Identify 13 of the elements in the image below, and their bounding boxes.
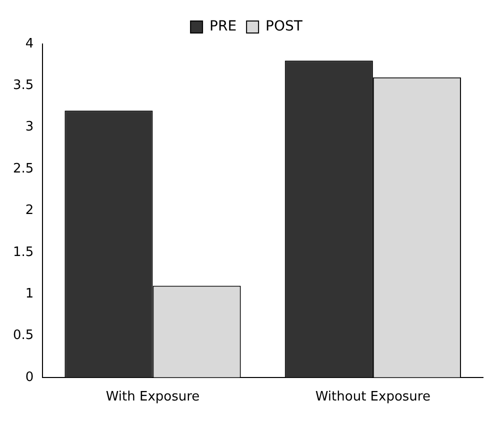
- y-tick-label: 4: [25, 36, 34, 52]
- legend-label: POST: [266, 18, 303, 35]
- x-tick-label: Without Exposure: [315, 390, 430, 405]
- legend-label: PRE: [210, 18, 237, 35]
- y-tick-label: 0: [25, 370, 34, 385]
- y-tick-label: 3.5: [12, 78, 34, 94]
- y-tick-label: 2.5: [12, 161, 34, 176]
- y-tick-label: 0.5: [12, 328, 34, 344]
- x-tick-label: With Exposure: [106, 390, 200, 405]
- y-tick-label: 2: [25, 203, 34, 218]
- y-tick-label: 1.5: [12, 244, 34, 260]
- y-tick-label: 1: [25, 286, 34, 302]
- y-tick-label: 3: [25, 120, 34, 135]
